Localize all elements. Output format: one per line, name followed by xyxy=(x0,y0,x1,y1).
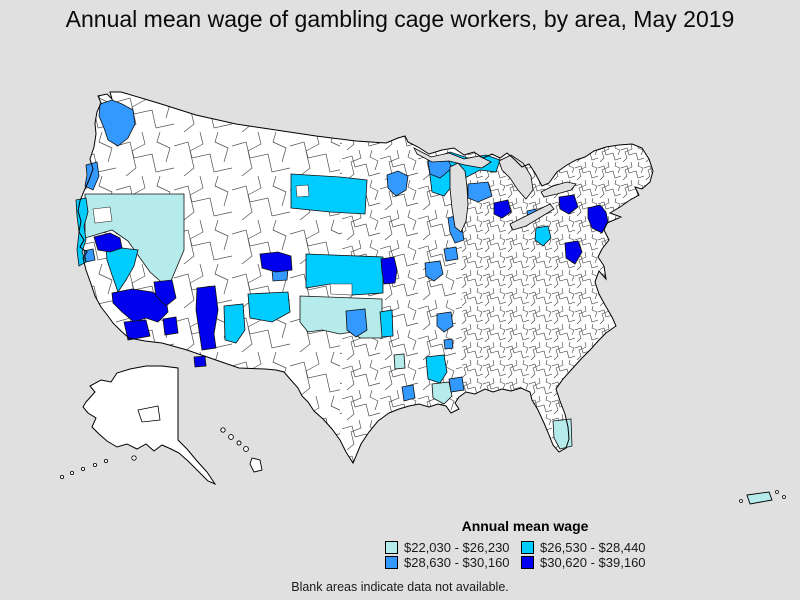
region-seattle-tacoma xyxy=(98,99,136,147)
region-minneapolis xyxy=(386,170,409,197)
alaska-interior-area xyxy=(137,405,161,423)
region-houston-beaumont xyxy=(401,384,416,402)
region-nevada-white-cutout xyxy=(92,206,113,224)
region-baton-rouge xyxy=(431,381,453,405)
region-quad-cities xyxy=(443,246,459,262)
legend-item-3: $28,630 - $30,160 xyxy=(385,555,521,570)
region-south-dakota xyxy=(290,173,368,215)
region-new-mexico-west xyxy=(223,303,246,344)
hawaii-maui xyxy=(243,446,249,452)
regions-class-1 xyxy=(84,193,573,450)
region-new-orleans-biloxi xyxy=(448,376,465,393)
legend-swatch-1 xyxy=(385,541,398,554)
legend-label-3: $28,630 - $30,160 xyxy=(404,555,510,570)
lake-ontario xyxy=(540,181,577,198)
region-philadelphia-baltimore xyxy=(564,240,583,265)
hawaii xyxy=(220,427,263,473)
regions-class-3 xyxy=(83,99,538,402)
legend-item-2: $26,530 - $28,440 xyxy=(521,540,681,555)
legend-item-1: $22,030 - $26,230 xyxy=(385,540,521,555)
region-phoenix xyxy=(195,285,219,351)
region-upstate-new-york xyxy=(558,194,579,215)
aleutian-islands xyxy=(60,455,137,479)
region-havasu-kingman xyxy=(162,316,179,336)
region-oklahoma xyxy=(299,295,383,339)
region-central-pennsylvania xyxy=(534,225,552,247)
legend-swatch-2 xyxy=(521,541,534,554)
hawaii-big-island xyxy=(249,457,263,473)
region-saginaw-michigan xyxy=(493,199,512,219)
region-denver xyxy=(259,251,293,273)
region-memphis-tunica xyxy=(436,311,454,333)
pr-east-islet-2 xyxy=(782,495,786,499)
legend-label-2: $26,530 - $28,440 xyxy=(540,540,646,555)
regions-class-4 xyxy=(93,194,609,368)
region-las-vegas xyxy=(153,279,177,307)
legend-swatch-4 xyxy=(521,556,534,569)
region-mississippi-delta xyxy=(443,338,454,350)
page-title: Annual mean wage of gambling cage worker… xyxy=(65,6,735,32)
hawaii-oahu xyxy=(228,434,234,440)
region-st-louis xyxy=(424,260,444,282)
region-sacramento xyxy=(93,232,123,253)
region-kansas-city xyxy=(380,256,398,285)
puerto-rico xyxy=(739,490,786,505)
pr-west-islet xyxy=(739,499,743,503)
region-south-dakota-cutout xyxy=(295,184,310,198)
lake-erie xyxy=(509,203,555,231)
legend: Annual mean wage $22,030 - $26,230 $26,5… xyxy=(385,518,665,570)
footnote: Blank areas indicate data not available. xyxy=(291,580,509,594)
region-gold-country xyxy=(105,245,139,293)
legend-title: Annual mean wage xyxy=(461,518,589,534)
region-los-angeles xyxy=(111,288,169,323)
alaska-outline xyxy=(82,365,217,486)
lake-superior xyxy=(413,147,492,169)
pr-east-islet-1 xyxy=(775,490,779,494)
legend-swatch-3 xyxy=(385,556,398,569)
legend-item-4: $30,620 - $39,160 xyxy=(521,555,681,570)
region-tulsa xyxy=(379,309,394,338)
hawaii-kauai xyxy=(220,427,226,433)
great-lakes xyxy=(413,147,577,233)
lower48-outline xyxy=(77,91,654,465)
legend-grid: $22,030 - $26,230 $26,530 - $28,440 $28,… xyxy=(385,540,665,570)
hawaii-molokai xyxy=(236,440,242,446)
region-northern-lower-michigan xyxy=(467,181,493,203)
region-new-mexico-northeast xyxy=(247,291,291,323)
region-shreveport xyxy=(393,353,406,370)
region-kansas-cutout xyxy=(329,283,353,296)
legend-label-4: $30,620 - $39,160 xyxy=(540,555,646,570)
region-san-diego xyxy=(123,319,151,341)
region-puerto-rico xyxy=(746,491,773,505)
lake-michigan xyxy=(449,162,469,233)
alaska xyxy=(60,365,217,486)
region-central-louisiana xyxy=(425,354,448,384)
region-oregon-coast xyxy=(84,161,100,191)
region-nogales xyxy=(193,355,207,368)
legend-label-1: $22,030 - $26,230 xyxy=(404,540,510,555)
region-oklahoma-city xyxy=(345,308,368,338)
